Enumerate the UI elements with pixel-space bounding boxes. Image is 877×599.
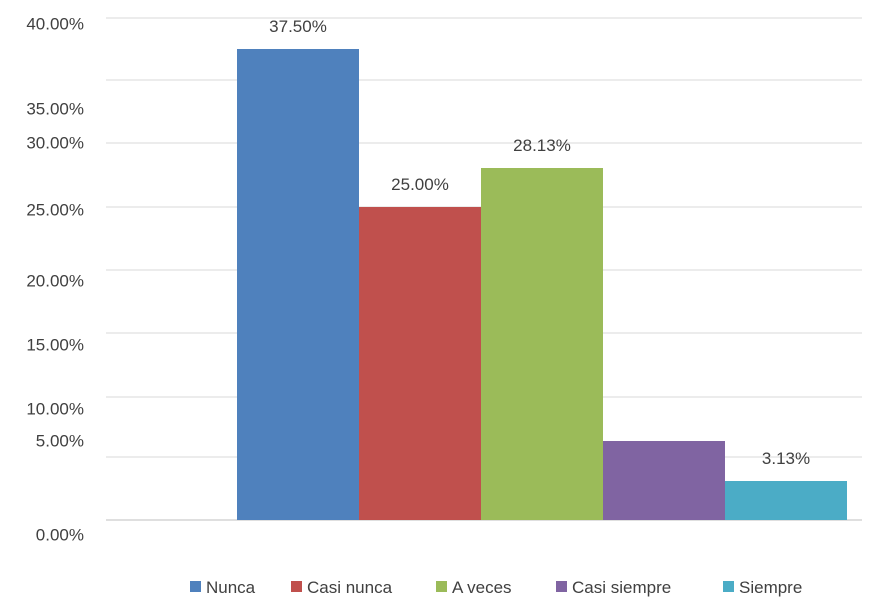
legend-swatch <box>190 581 201 592</box>
y-tick-label: 20.00% <box>26 271 84 290</box>
data-labels: 37.50% 25.00% 28.13% 3.13% <box>269 17 810 468</box>
legend-swatch <box>291 581 302 592</box>
bar-a-veces <box>481 168 603 520</box>
data-label: 3.13% <box>762 449 810 468</box>
bar-casi-siempre <box>603 441 725 520</box>
bar-siempre <box>725 481 847 520</box>
y-tick-label: 25.00% <box>26 200 84 219</box>
y-tick-label: 10.00% <box>26 399 84 418</box>
legend-label: Nunca <box>206 578 256 597</box>
legend-label: A veces <box>452 578 512 597</box>
bars <box>237 49 847 520</box>
y-tick-label: 5.00% <box>36 431 84 450</box>
y-tick-label: 40.00% <box>26 14 84 33</box>
data-label: 25.00% <box>391 175 449 194</box>
y-tick-label: 15.00% <box>26 335 84 354</box>
bar-nunca <box>237 49 359 520</box>
y-tick-label: 0.00% <box>36 525 84 544</box>
legend-label: Casi siempre <box>572 578 671 597</box>
legend-swatch <box>723 581 734 592</box>
legend-swatch <box>436 581 447 592</box>
data-label: 37.50% <box>269 17 327 36</box>
legend-swatch <box>556 581 567 592</box>
y-tick-label: 35.00% <box>26 99 84 118</box>
data-label: 28.13% <box>513 136 571 155</box>
legend-label: Siempre <box>739 578 802 597</box>
legend-label: Casi nunca <box>307 578 393 597</box>
y-axis-tick-labels: 40.00% 35.00% 30.00% 25.00% 20.00% 15.00% 10.0… <box>26 14 84 544</box>
bar-casi-nunca <box>359 207 481 520</box>
legend: Nunca Casi nunca A veces Casi siempre Siempr… <box>190 578 802 597</box>
y-tick-label: 30.00% <box>26 133 84 152</box>
